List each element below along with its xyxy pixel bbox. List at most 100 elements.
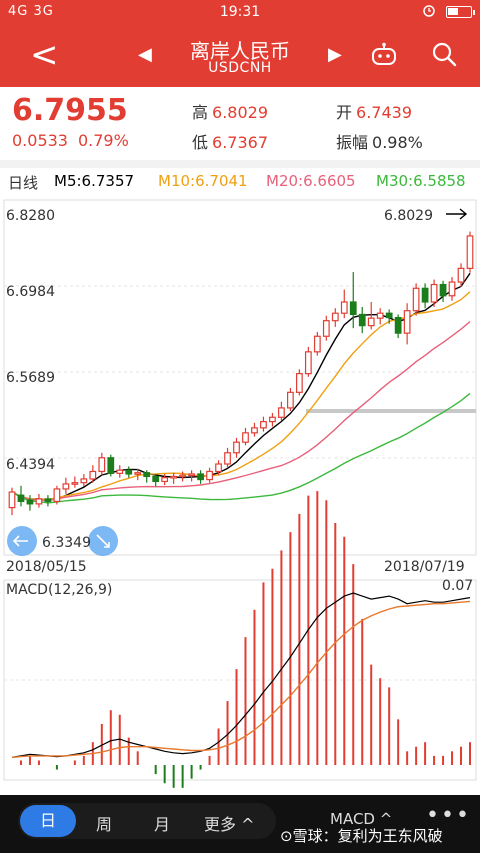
candle-body (260, 421, 267, 429)
price-change: 0.0533 0.79% (12, 131, 139, 150)
candle-body (188, 473, 195, 477)
candle-body (403, 310, 411, 334)
back-button[interactable]: < (30, 35, 59, 75)
max-price-label: 6.8029 (384, 208, 433, 224)
candle-body (197, 473, 204, 481)
candle-body (35, 498, 43, 505)
candle-body (421, 287, 429, 303)
candle-body (412, 287, 420, 312)
candle-body (215, 463, 222, 473)
candle-body (179, 474, 187, 478)
ma30-label: M30:6.5858 (376, 172, 466, 190)
more-menu-icon[interactable]: ••• (426, 803, 471, 828)
low-value: 6.7367 (212, 133, 268, 152)
candle-body (26, 499, 34, 505)
robot-icon[interactable] (370, 42, 398, 72)
candle-body (376, 312, 384, 319)
candle-body (80, 478, 88, 484)
candle-body (340, 301, 348, 314)
candle-body (287, 391, 294, 409)
candle-body (331, 312, 339, 322)
status-icons (422, 3, 475, 21)
candle-body (89, 470, 97, 480)
end-date-label: 2018/07/19 (384, 559, 465, 575)
page-subtitle: USDCNH (208, 60, 272, 76)
candle-body (107, 457, 115, 474)
candle-body (224, 452, 231, 465)
divider (0, 160, 480, 168)
tab-more[interactable]: 更多 ^ (204, 815, 255, 834)
candle-body (98, 457, 106, 473)
quote-header: 6.7955 0.0533 0.79% 高 6.8029 低 6.7367 开 6.74… (0, 87, 480, 159)
candle-body (439, 283, 447, 297)
nav-bar: < ◀ 离岸人民币 USDCNH ▶ (0, 26, 480, 87)
y-tick-label: 6.4394 (6, 457, 55, 473)
change-percent: 0.79% (77, 131, 129, 150)
last-price: 6.7955 (12, 93, 128, 128)
candle-body (448, 281, 456, 297)
open-stat: 开 6.7439 (336, 99, 412, 123)
ma30-line (11, 392, 471, 504)
high-label: 高 (192, 103, 209, 122)
y-tick-label: 6.5689 (6, 370, 55, 386)
candle-body (251, 427, 258, 434)
candle-body (62, 483, 70, 490)
ma5-label: M5:6.7357 (54, 172, 135, 190)
candle-body (152, 475, 160, 483)
battery-icon (446, 6, 475, 18)
candle-body (17, 494, 25, 502)
top-bar: 4G 3G 19:31 < ◀ 离岸人民币 USDCNH ▶ (0, 0, 480, 87)
prev-symbol-button[interactable]: ◀ (138, 44, 152, 65)
open-label: 开 (336, 103, 353, 122)
signal-indicator: 4G 3G (8, 4, 54, 19)
search-icon[interactable] (430, 40, 458, 72)
ma20-label: M20:6.6605 (266, 172, 356, 190)
period-label: 日线 (8, 174, 39, 192)
ma5-line (11, 272, 471, 501)
ma10-label: M10:6.7041 (158, 172, 248, 190)
status-bar: 4G 3G 19:31 (0, 0, 480, 26)
candle-body (304, 351, 312, 375)
diagonal-arrow-icon (96, 534, 110, 548)
candle-body (8, 491, 16, 509)
candle-body (385, 312, 393, 319)
change-value: 0.0533 (12, 131, 68, 150)
next-symbol-button[interactable]: ▶ (328, 44, 342, 65)
candle-body (71, 482, 79, 485)
candle-body (313, 335, 321, 353)
tab-week[interactable]: 周 (96, 815, 113, 834)
macd-title: MACD(12,26,9) (6, 582, 113, 598)
candle-body (430, 283, 438, 303)
candle-body (116, 469, 124, 474)
low-stat: 低 6.7367 (192, 129, 268, 153)
candle-body (295, 373, 303, 393)
candle-body (170, 475, 178, 479)
candle-body (206, 470, 213, 481)
y-tick-label: 6.6984 (6, 284, 55, 300)
candle-body (358, 313, 366, 327)
indicator-selector[interactable]: MACD ^ (330, 810, 393, 828)
page-title: 离岸人民币 (190, 39, 290, 63)
candle-body (278, 407, 285, 418)
alarm-icon (422, 3, 436, 21)
macd-dif-line (11, 592, 471, 758)
low-label: 低 (192, 133, 209, 152)
candle-body (134, 472, 142, 475)
amplitude-stat: 振幅 0.98% (336, 129, 423, 153)
amplitude-label: 振幅 (336, 133, 369, 152)
bottom-bar: 日 周 月 更多 ^ MACD ^ ••• ⊙雪球：复利为王东风破 (0, 795, 480, 853)
start-date-label: 2018/05/15 (6, 559, 87, 575)
kline-chart[interactable] (0, 0, 480, 795)
candle-body (44, 498, 52, 502)
candle-body (125, 469, 133, 475)
candle-body (143, 472, 151, 478)
tab-month[interactable]: 月 (154, 815, 171, 834)
ma20-line (11, 321, 471, 502)
max-arrow-icon (446, 208, 468, 220)
candle-body (349, 301, 357, 316)
candle-body (322, 320, 330, 337)
high-stat: 高 6.8029 (192, 99, 268, 123)
candle-body (394, 316, 402, 334)
tab-day[interactable]: 日 (20, 805, 76, 837)
